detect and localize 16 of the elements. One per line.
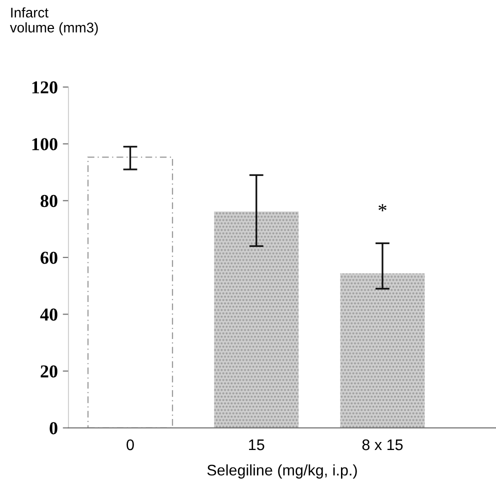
bar	[214, 211, 299, 428]
y-tick-label: 100	[32, 138, 58, 150]
y-axis-title: Infarct volume (mm3)	[10, 7, 98, 36]
bar	[87, 156, 174, 428]
y-tick-label: 0	[50, 422, 58, 434]
y-tick-label: 120	[32, 81, 58, 94]
y-tick-label: 60	[40, 252, 58, 264]
y-tick-label: 20	[40, 365, 58, 378]
bar	[340, 273, 425, 428]
y-tick-label: 40	[40, 308, 58, 321]
x-tick-label: 8 x 15	[362, 439, 403, 450]
y-tick-label: 80	[40, 194, 58, 208]
x-tick-label: 0	[126, 439, 134, 450]
x-tick-label: 15	[249, 440, 264, 450]
x-axis-title: Selegiline (mg/kg, i.p.)	[207, 464, 357, 479]
annotation: *	[378, 204, 386, 212]
